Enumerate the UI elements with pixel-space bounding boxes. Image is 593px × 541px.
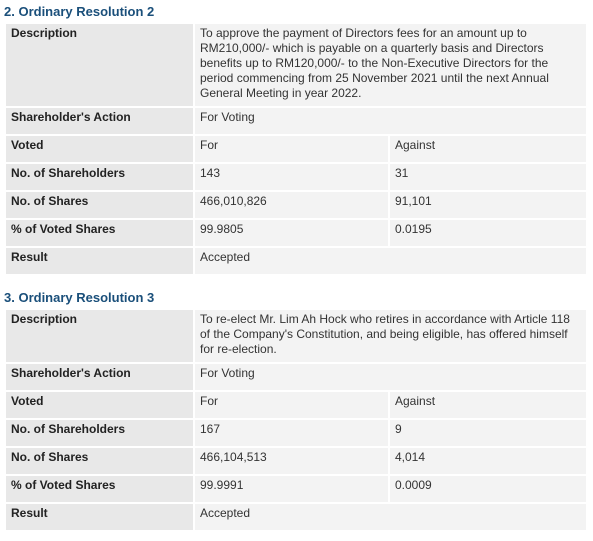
resolution-table: Description To approve the payment of Di… [4,22,588,276]
shares-count-label: No. of Shares [6,448,193,474]
voted-percent-label: % of Voted Shares [6,220,193,246]
shareholders-count-row: No. of Shareholders 143 31 [6,164,586,190]
shareholders-action-value: For Voting [195,108,586,134]
voted-for-header: For [195,136,388,162]
shareholders-action-label: Shareholder's Action [6,108,193,134]
result-value: Accepted [195,504,586,530]
shareholders-action-row: Shareholder's Action For Voting [6,108,586,134]
description-label: Description [6,310,193,362]
voted-row: Voted For Against [6,136,586,162]
description-row: Description To re-elect Mr. Lim Ah Hock … [6,310,586,362]
shareholders-action-label: Shareholder's Action [6,364,193,390]
description-row: Description To approve the payment of Di… [6,24,586,106]
shares-for-value: 466,104,513 [195,448,388,474]
result-row: Result Accepted [6,248,586,274]
voted-row: Voted For Against [6,392,586,418]
shares-for-value: 466,010,826 [195,192,388,218]
voted-percent-against-value: 0.0009 [390,476,586,502]
shareholders-against-value: 9 [390,420,586,446]
voted-label: Voted [6,392,193,418]
shares-against-value: 91,101 [390,192,586,218]
resolution-table: Description To re-elect Mr. Lim Ah Hock … [4,308,588,532]
description-value: To approve the payment of Directors fees… [195,24,586,106]
shares-count-row: No. of Shares 466,010,826 91,101 [6,192,586,218]
voted-percent-label: % of Voted Shares [6,476,193,502]
resolution-title: 2. Ordinary Resolution 2 [4,4,155,19]
resolution-section-3: 3. Ordinary Resolution 3 Description To … [0,288,593,532]
shares-count-row: No. of Shares 466,104,513 4,014 [6,448,586,474]
shareholders-action-row: Shareholder's Action For Voting [6,364,586,390]
shareholders-for-value: 143 [195,164,388,190]
result-row: Result Accepted [6,504,586,530]
voted-percent-row: % of Voted Shares 99.9991 0.0009 [6,476,586,502]
voted-against-header: Against [390,392,586,418]
shareholders-count-label: No. of Shareholders [6,164,193,190]
result-label: Result [6,504,193,530]
voted-percent-for-value: 99.9805 [195,220,388,246]
voted-label: Voted [6,136,193,162]
shareholders-against-value: 31 [390,164,586,190]
shareholders-count-label: No. of Shareholders [6,420,193,446]
voted-for-header: For [195,392,388,418]
shareholders-action-value: For Voting [195,364,586,390]
shares-against-value: 4,014 [390,448,586,474]
result-value: Accepted [195,248,586,274]
shareholders-count-row: No. of Shareholders 167 9 [6,420,586,446]
description-value: To re-elect Mr. Lim Ah Hock who retires … [195,310,586,362]
shares-count-label: No. of Shares [6,192,193,218]
result-label: Result [6,248,193,274]
description-label: Description [6,24,193,106]
voted-percent-row: % of Voted Shares 99.9805 0.0195 [6,220,586,246]
voted-percent-for-value: 99.9991 [195,476,388,502]
shareholders-for-value: 167 [195,420,388,446]
voted-percent-against-value: 0.0195 [390,220,586,246]
resolution-title: 3. Ordinary Resolution 3 [4,290,155,305]
resolution-section-2: 2. Ordinary Resolution 2 Description To … [0,2,593,276]
voted-against-header: Against [390,136,586,162]
